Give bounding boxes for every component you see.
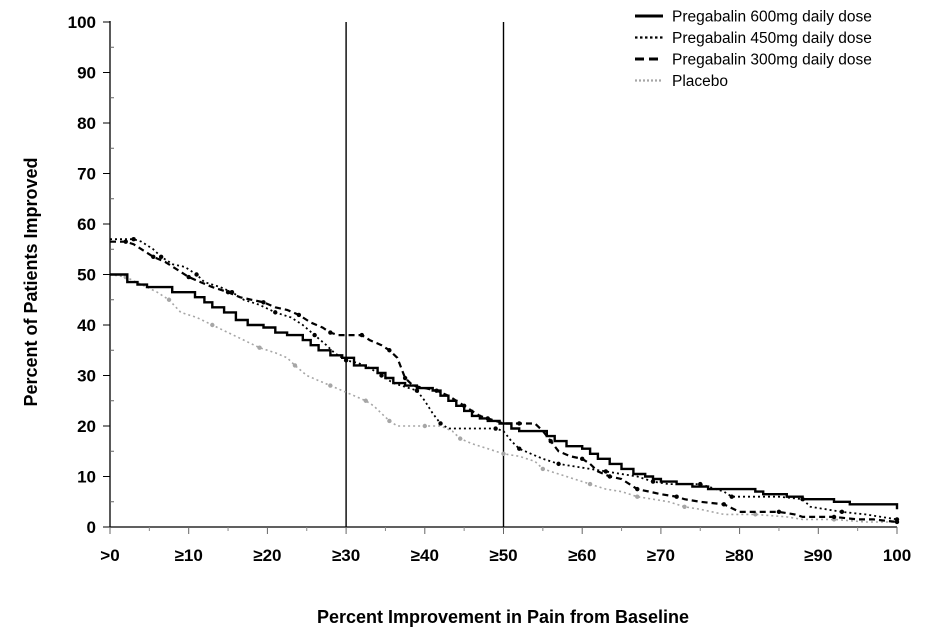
data-point [729, 494, 734, 499]
data-point [501, 451, 506, 456]
data-point [603, 469, 609, 474]
x-tick-label: ≥50 [489, 546, 517, 565]
series-line-pregabalin-600mg-daily-dose [110, 273, 899, 510]
data-point [698, 481, 703, 487]
data-point [776, 509, 782, 515]
series-layer [109, 236, 900, 525]
data-point [493, 426, 498, 431]
data-point [674, 494, 679, 499]
data-point [261, 300, 266, 305]
series-pregabalin-450mg-daily-dose [110, 236, 900, 522]
legend-label: Pregabalin 600mg daily dose [672, 9, 872, 26]
y-tick-label: 100 [68, 13, 96, 32]
series-line-pregabalin-300mg-daily-dose [110, 240, 898, 524]
data-point [540, 466, 546, 472]
x-tick-label: ≥10 [175, 546, 203, 565]
legend-item: Pregabalin 450mg daily dose [635, 30, 872, 47]
legend-label: Pregabalin 300mg daily dose [672, 52, 872, 69]
data-point [210, 322, 215, 328]
data-point [556, 461, 561, 467]
data-point [379, 373, 384, 378]
series-placebo [109, 273, 897, 523]
series-pregabalin-300mg-daily-dose [110, 239, 900, 525]
data-point [158, 254, 164, 260]
data-point [151, 254, 156, 260]
y-ticks: 0 10 20 30 40 50 60 70 80 90 100 [68, 13, 114, 537]
data-point [257, 345, 262, 350]
y-tick-label: 0 [87, 518, 96, 537]
data-point [438, 421, 443, 426]
reference-lines [345, 22, 505, 527]
legend-label: Placebo [672, 73, 728, 90]
data-point [839, 509, 845, 515]
data-point [343, 358, 349, 363]
x-tick-label: ≥70 [647, 546, 675, 565]
x-tick-label: ≥20 [253, 546, 281, 565]
data-point [312, 332, 317, 338]
data-point [831, 514, 837, 520]
data-point [650, 479, 656, 484]
data-point [273, 310, 278, 315]
legend-item: Pregabalin 300mg daily dose [635, 52, 872, 69]
legend: Pregabalin 600mg daily dose Pregabalin 45… [635, 9, 872, 90]
y-tick-label: 20 [77, 417, 96, 436]
data-point [387, 418, 392, 424]
y-tick-label: 90 [77, 64, 96, 83]
y-tick-label: 80 [77, 114, 96, 133]
data-point [635, 486, 640, 492]
x-tick-label: ≥40 [411, 546, 439, 565]
data-point [359, 332, 365, 338]
data-point [635, 494, 640, 499]
x-tick-label: >0 [100, 546, 119, 565]
data-point [292, 363, 298, 368]
data-point [328, 330, 333, 335]
data-point [225, 289, 231, 295]
data-point [402, 375, 408, 381]
data-point [458, 436, 463, 441]
y-tick-label: 70 [77, 165, 96, 184]
legend-label: Pregabalin 450mg daily dose [672, 30, 872, 47]
y-tick-label: 40 [77, 316, 96, 335]
data-point [422, 423, 427, 429]
x-tick-label: ≥60 [568, 546, 596, 565]
y-axis-title: Percent of Patients Improved [21, 157, 41, 406]
data-point [363, 398, 368, 403]
data-point [123, 239, 128, 244]
data-point [328, 383, 333, 388]
data-point [548, 438, 553, 444]
x-tick-label: ≥90 [804, 546, 832, 565]
series-pregabalin-600mg-daily-dose [110, 273, 899, 510]
data-point [894, 517, 900, 522]
x-axis-title: Percent Improvement in Pain from Baselin… [317, 607, 689, 627]
y-tick-label: 50 [77, 266, 96, 285]
data-point [166, 297, 172, 302]
y-tick-label: 60 [77, 215, 96, 234]
data-point [131, 236, 136, 242]
data-point [580, 456, 585, 462]
data-point [607, 474, 612, 479]
data-point [229, 289, 235, 295]
y-tick-label: 30 [77, 367, 96, 386]
data-point [186, 274, 191, 280]
legend-item: Placebo [635, 73, 728, 90]
data-point [721, 502, 727, 507]
x-ticks: >0 ≥10 ≥20 ≥30 ≥40 ≥50 ≥60 ≥70 ≥80 ≥90 100 [100, 527, 911, 565]
y-tick-label: 10 [77, 468, 96, 487]
data-point [587, 481, 593, 487]
data-point [296, 312, 302, 318]
data-point [753, 512, 758, 517]
data-point [517, 421, 522, 426]
data-point [517, 446, 522, 451]
data-point [194, 272, 199, 277]
data-point [387, 348, 392, 353]
x-tick-label: ≥30 [332, 546, 360, 565]
legend-item: Pregabalin 600mg daily dose [635, 9, 872, 26]
x-tick-label: 100 [883, 546, 911, 565]
data-point [682, 504, 687, 509]
data-point [414, 388, 420, 393]
x-tick-label: ≥80 [725, 546, 753, 565]
